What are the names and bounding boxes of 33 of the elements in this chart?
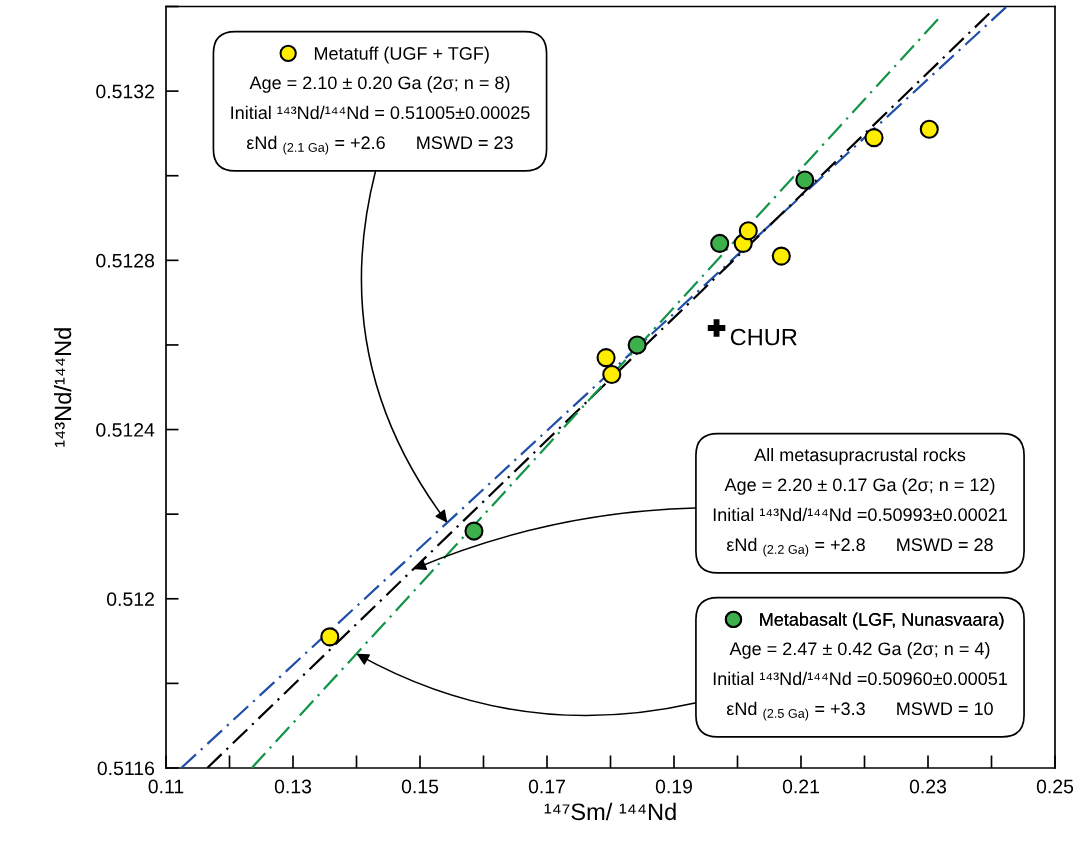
point (602, 365, 622, 385)
y-tick-label: 0.5116 (97, 761, 155, 776)
y-axis-title: ¹⁴³Nd/¹⁴⁴Nd (53, 328, 72, 447)
point (771, 246, 791, 266)
x-tick-label: 0.15 (401, 779, 439, 794)
x-tick-label: 0.13 (274, 779, 312, 794)
point (710, 233, 730, 253)
x-tick-label: 0.11 (148, 779, 184, 794)
y-tick-label: 0.5128 (96, 253, 155, 268)
point (864, 128, 884, 148)
point (320, 627, 340, 647)
x-axis-title: ¹⁴⁷Sm/ ¹⁴⁴Nd (544, 802, 676, 821)
annotation: All metasupracrustal rocks Age = 2.20 ± 0.17 Ga (2σ; n = 12) Initial ¹⁴³Nd/¹⁴⁴Nd =0.50993±0.00021 εNd $_{(2.2 Ga)}$ = +2.8 MSWD = 28 (713, 448, 1007, 557)
x-tick-label: 0.23 (909, 779, 947, 794)
point (738, 221, 758, 241)
point (919, 119, 939, 139)
point (707, 319, 726, 337)
x-tick-label: 0.19 (655, 779, 692, 794)
series-label: CHUR (730, 328, 797, 346)
legend-label: Metatuff (UGF + TGF) (314, 46, 489, 64)
point (627, 335, 647, 355)
x-tick-label: 0.21 (782, 779, 819, 794)
legend-label: Metabasalt (LGF, Nunasvaara) (760, 612, 1004, 630)
annotation: Age = 2.10 ± 0.20 Ga (2σ; n = 8) Initial ¹⁴³Nd/¹⁴⁴Nd = 0.51005±0.00025 εNd $_{(2.1 Ga)}$ = +2.6 MSWD = 23 (231, 75, 530, 155)
y-tick-label: 0.5124 (96, 423, 155, 437)
y-tick-label: 0.512 (106, 592, 154, 607)
annotation: Age = 2.47 ± 0.42 Ga (2σ; n = 4) Initial ¹⁴³Nd/¹⁴⁴Nd =0.50960±0.00051 εNd $_{(2.5 Ga)}$ = +3.3 MSWD = 10 (713, 641, 1007, 721)
point (795, 170, 815, 190)
y-tick-label: 0.5132 (96, 84, 154, 99)
x-tick-label: 0.17 (528, 779, 565, 794)
x-tick-label: 0.25 (1036, 779, 1074, 794)
point (464, 521, 484, 541)
point (596, 348, 616, 368)
